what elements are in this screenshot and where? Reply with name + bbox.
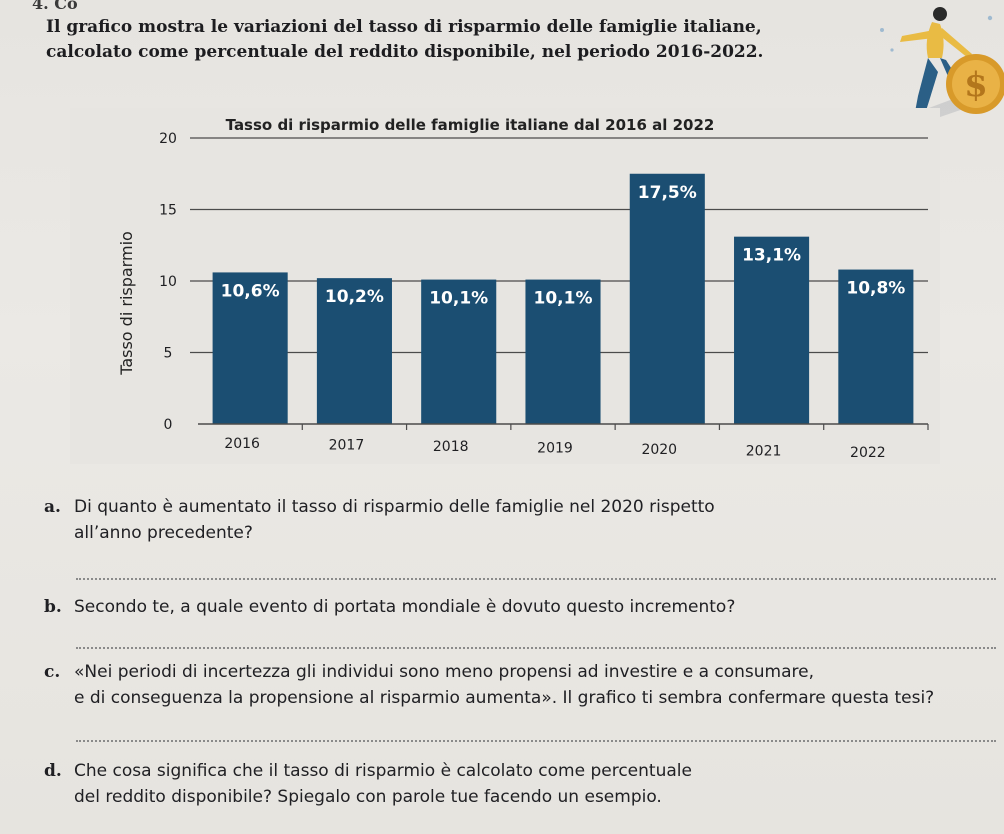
exercise-number: 4. Co [32, 0, 78, 13]
bar-2016 [212, 272, 288, 424]
bar-value-label-2017: 10,2% [325, 287, 384, 307]
question-d-line-2: del reddito disponibile? Spiegalo con pa… [74, 787, 662, 807]
bar-2019 [525, 279, 601, 424]
question-d-line-1: Che cosa significa che il tasso di rispa… [74, 761, 692, 781]
y-tick-label-5: 5 [164, 346, 173, 362]
chart-title: Tasso di risparmio delle famiglie italia… [226, 116, 715, 134]
bar-labels: 10,6% 10,2% 10,1% 10,1% 17,5% 13,1% 10,8% [221, 183, 906, 309]
y-axis-label: Tasso di risparmio [117, 231, 136, 376]
bar-2022 [838, 269, 914, 424]
question-b: b. Secondo te, a quale evento di portata … [44, 594, 735, 620]
y-tick-label-10: 10 [159, 274, 177, 290]
x-tick-label-2018: 2018 [433, 439, 469, 455]
exercise-intro: Il grafico mostra le variazioni del tass… [46, 16, 766, 64]
bar-2018 [421, 279, 497, 424]
x-tick-label-2016: 2016 [224, 436, 260, 452]
question-c-line-2: e di conseguenza la propensione al rispa… [74, 688, 935, 708]
x-tick-label-2020: 2020 [641, 442, 677, 458]
y-tick-label-15: 15 [159, 203, 177, 219]
question-a: a. Di quanto è aumentato il tasso di risp… [44, 494, 715, 546]
answer-line-b[interactable] [76, 647, 996, 649]
question-c-line-1: «Nei periodi di incertezza gli individui… [74, 662, 815, 682]
answer-line-a[interactable] [76, 578, 996, 580]
y-tick-label-20: 20 [159, 131, 177, 147]
bar-2021 [734, 236, 810, 424]
intro-line-2: calcolato come percentuale del reddito d… [46, 42, 764, 62]
question-a-letter: a. [44, 497, 61, 517]
question-b-line-1: Secondo te, a quale evento di portata mo… [74, 597, 736, 617]
chart-background [70, 108, 940, 464]
x-tick-label-2017: 2017 [329, 438, 365, 454]
intro-line-1: Il grafico mostra le variazioni del tass… [46, 17, 762, 37]
bar-value-label-2020: 17,5% [638, 183, 697, 203]
question-c-letter: c. [44, 662, 61, 682]
question-a-line-2: all’anno precedente? [74, 523, 253, 543]
question-d-letter: d. [44, 761, 62, 781]
question-a-line-1: Di quanto è aumentato il tasso di rispar… [74, 497, 715, 517]
bar-2020 [629, 173, 705, 424]
bar-value-label-2019: 10,1% [534, 289, 593, 309]
axes: 0 5 10 15 20 2016 2017 2018 2019 2020 2021 2022 [159, 131, 929, 461]
bar-value-label-2018: 10,1% [429, 289, 488, 309]
bars [212, 173, 914, 424]
savings-rate-chart: Tasso di risparmio delle famiglie italia… [70, 108, 940, 464]
question-d: d. Che cosa significa che il tasso di ris… [44, 758, 692, 810]
x-tick-label-2021: 2021 [746, 444, 782, 460]
bar-value-label-2022: 10,8% [846, 279, 905, 299]
chart-svg: Tasso di risparmio delle famiglie italia… [70, 108, 940, 464]
bar-2017 [316, 278, 392, 424]
x-tick-label-2019: 2019 [537, 441, 573, 457]
answer-line-c[interactable] [76, 740, 996, 742]
bar-value-label-2016: 10,6% [221, 281, 280, 301]
x-tick-label-2022: 2022 [850, 445, 886, 461]
bar-value-label-2021: 13,1% [742, 246, 801, 266]
svg-text:$: $ [964, 65, 988, 105]
question-b-letter: b. [44, 597, 62, 617]
question-c: c. «Nei periodi di incertezza gli individ… [44, 659, 934, 711]
y-tick-label-0: 0 [164, 417, 173, 433]
